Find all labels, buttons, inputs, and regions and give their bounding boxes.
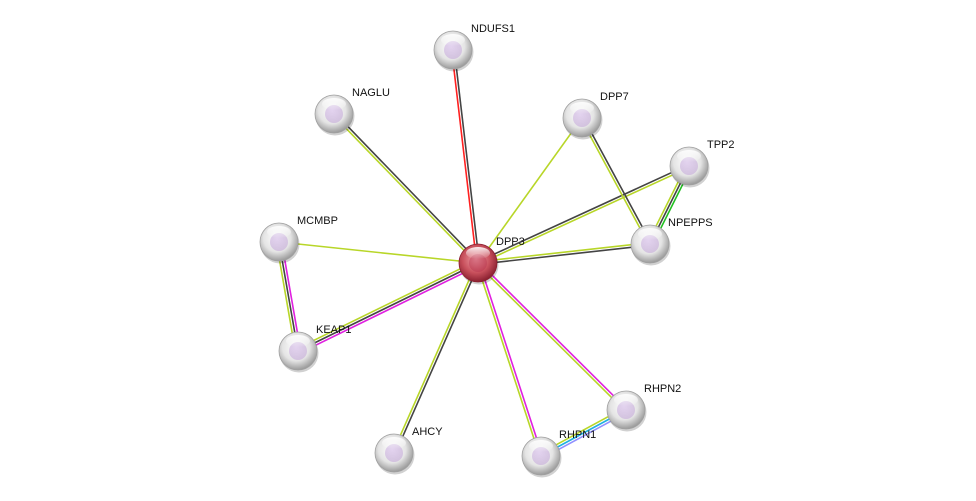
edge-evidence-line: [332, 114, 478, 265]
edge-evidence-line: [278, 241, 479, 264]
node-rhpn2[interactable]: RHPN2: [606, 383, 681, 432]
node-label: RHPN2: [644, 383, 681, 395]
edge-evidence-line: [450, 50, 478, 264]
node-dpp7[interactable]: DPP7: [562, 91, 629, 140]
edge-evidence-line: [297, 262, 479, 352]
node-tpp2[interactable]: TPP2: [669, 139, 735, 188]
edge-evidence-line: [478, 244, 651, 266]
edge-evidence-line: [476, 263, 626, 412]
edge-dpp3-tpp2[interactable]: [477, 164, 690, 265]
node-label: DPP3: [496, 236, 525, 248]
node-keap1[interactable]: KEAP1: [278, 324, 351, 373]
node-label: NDUFS1: [471, 23, 515, 35]
node-naglu[interactable]: NAGLU: [314, 87, 390, 136]
edge-evidence-line: [476, 263, 541, 457]
node-ahcy[interactable]: AHCY: [374, 426, 443, 475]
edge-evidence-line: [478, 261, 628, 410]
edge-evidence-line: [478, 262, 543, 456]
node-dpp3[interactable]: DPP3: [458, 236, 525, 285]
node-ndufs1[interactable]: NDUFS1: [433, 23, 515, 72]
edge-dpp3-ahcy[interactable]: [392, 262, 480, 454]
edge-evidence-line: [394, 263, 480, 454]
edge-dpp3-ndufs1[interactable]: [450, 49, 481, 264]
edge-evidence-line: [477, 241, 650, 263]
edge-evidence-line: [477, 117, 583, 264]
edge-evidence-line: [580, 118, 650, 245]
edge-dpp3-npepps[interactable]: [477, 241, 651, 266]
edge-evidence-line: [334, 112, 480, 263]
node-label: NAGLU: [352, 87, 390, 99]
node-label: AHCY: [412, 426, 443, 438]
edge-dpp7-npepps[interactable]: [580, 117, 652, 245]
edge-dpp3-naglu[interactable]: [332, 112, 480, 265]
node-npepps[interactable]: NPEPPS: [630, 217, 713, 266]
node-label: DPP7: [600, 91, 629, 103]
node-label: KEAP1: [316, 324, 351, 336]
node-label: TPP2: [707, 139, 735, 151]
edge-dpp3-mcmbp[interactable]: [278, 241, 479, 264]
node-rhpn1[interactable]: RHPN1: [521, 429, 596, 478]
edge-evidence-line: [392, 262, 478, 453]
edge-dpp3-rhpn2[interactable]: [476, 261, 628, 412]
node-label: MCMBP: [297, 215, 338, 227]
edge-evidence-line: [478, 166, 690, 265]
edge-evidence-line: [582, 117, 652, 244]
edge-evidence-line: [296, 259, 478, 350]
edge-evidence-line: [477, 164, 689, 263]
node-mcmbp[interactable]: MCMBP: [259, 215, 338, 264]
node-label: NPEPPS: [668, 217, 713, 229]
edge-dpp3-keap1[interactable]: [296, 259, 480, 355]
edge-dpp3-dpp7[interactable]: [477, 117, 583, 264]
node-label: RHPN1: [559, 429, 596, 441]
edge-dpp3-rhpn1[interactable]: [476, 262, 543, 457]
edge-evidence-line: [298, 264, 480, 355]
edge-evidence-line: [453, 49, 481, 263]
